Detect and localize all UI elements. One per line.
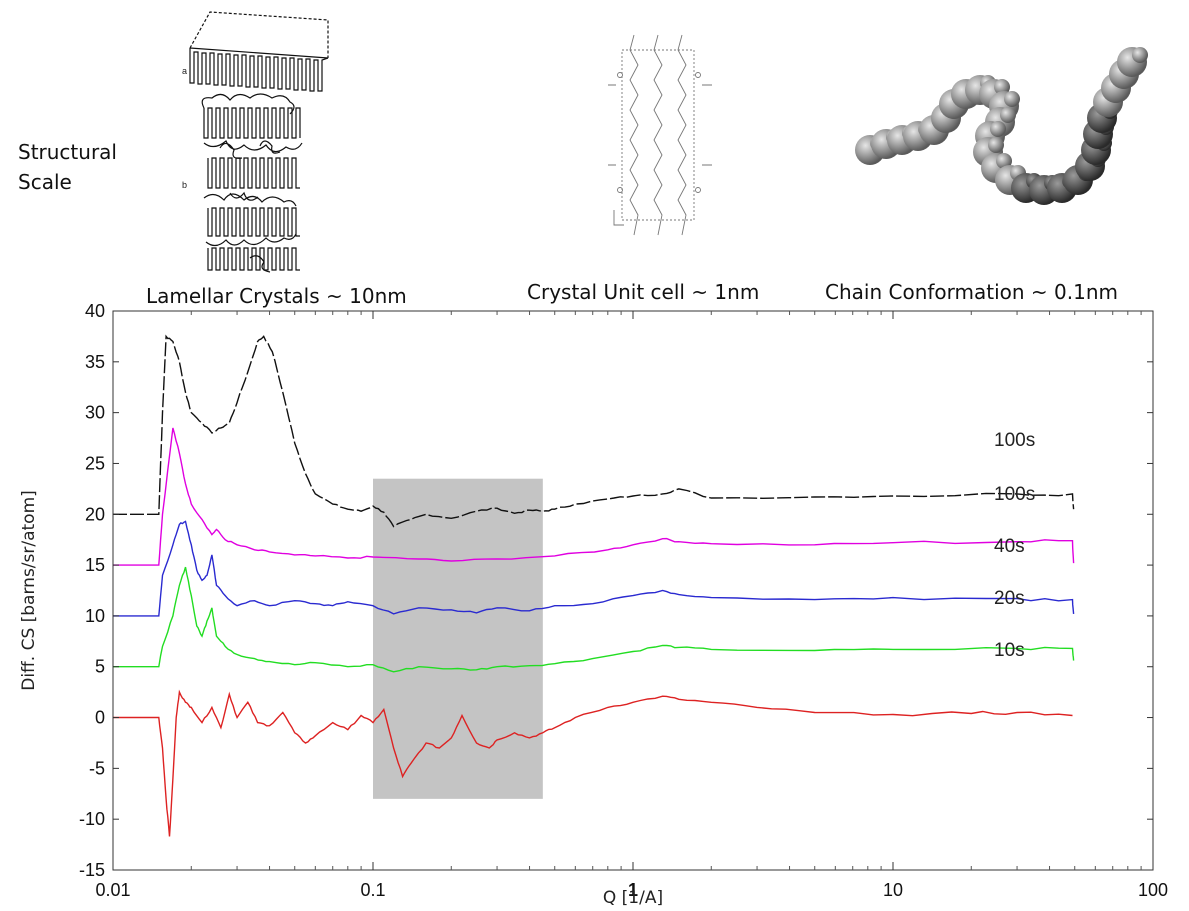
figure-b-label: b <box>182 180 187 190</box>
lamellar-crystal-illustration: a b <box>182 11 329 273</box>
y-tick-label: 30 <box>85 403 105 423</box>
x-tick-label: 0.01 <box>95 880 130 900</box>
series-label: 100s <box>994 484 1035 505</box>
y-tick-label: 10 <box>85 606 105 626</box>
series-line-100s-0 <box>113 334 1075 528</box>
y-tick-label: -10 <box>79 809 105 829</box>
y-tick-label: 35 <box>85 352 105 372</box>
x-tick-label: 1 <box>628 880 638 900</box>
y-tick-label: 40 <box>85 301 105 321</box>
unit-cell-illustration <box>608 34 712 236</box>
chain-atom <box>1132 47 1148 63</box>
structural-scale-line1: Structural <box>18 140 117 164</box>
highlighted-q-region <box>373 478 543 799</box>
y-tick-label: 25 <box>85 453 105 473</box>
series-label: 20s <box>994 588 1025 609</box>
structural-scale-label: Structural Scale <box>18 137 117 197</box>
series-label: 100s <box>994 430 1035 451</box>
y-tick-label: 5 <box>95 657 105 677</box>
y-tick-label: 20 <box>85 504 105 524</box>
chain-atom <box>1004 91 1020 107</box>
y-axis-title: Diff. CS [barns/sr/atom] <box>19 490 39 691</box>
y-tick-label: 15 <box>85 555 105 575</box>
series-label: 10s <box>994 640 1025 661</box>
series-line-10s-4 <box>113 689 1073 837</box>
chain-atom <box>994 79 1010 95</box>
figure-a-label: a <box>182 66 187 76</box>
y-tick-label: -5 <box>89 758 105 778</box>
series-line-100s-1 <box>113 427 1075 566</box>
chain-atom <box>990 121 1006 137</box>
structural-scale-line2: Scale <box>18 170 72 194</box>
lamellar-crystals-label: Lamellar Crystals ~ 10nm <box>146 284 407 308</box>
series-line-20s-3 <box>113 566 1075 673</box>
crystal-unit-cell-label: Crystal Unit cell ~ 1nm <box>527 280 760 304</box>
x-tick-label: 100 <box>1138 880 1168 900</box>
chain-atom <box>988 137 1004 153</box>
x-axis-title: Q [1/A] <box>603 888 663 908</box>
x-tick-label: 0.1 <box>360 880 385 900</box>
chain-atom <box>1000 107 1016 123</box>
chain-conformation-illustration <box>855 47 1148 205</box>
y-tick-label: -15 <box>79 860 105 880</box>
series-label: 40s <box>994 536 1025 557</box>
x-tick-label: 10 <box>883 880 903 900</box>
chain-conformation-label: Chain Conformation ~ 0.1nm <box>825 280 1118 304</box>
y-tick-label: 0 <box>95 708 105 728</box>
series-line-40s-2 <box>113 520 1075 617</box>
chain-atom <box>996 153 1012 169</box>
